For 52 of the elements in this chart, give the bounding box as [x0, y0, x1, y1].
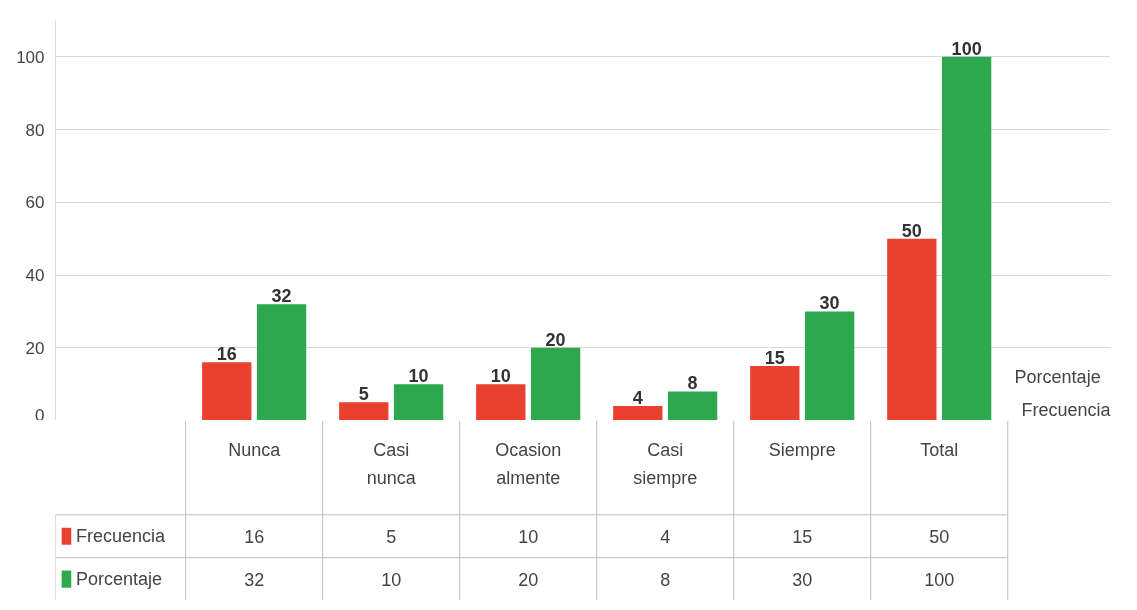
y-tick-label: 40 — [25, 266, 45, 286]
bar — [530, 347, 581, 420]
text: Frecuencia — [1021, 399, 1112, 420]
bar — [804, 311, 855, 420]
text: 30 — [792, 569, 813, 590]
legend-label: Porcentaje — [76, 569, 163, 590]
text: 50 — [929, 526, 950, 547]
x-tick-label: Total — [920, 439, 959, 460]
bar — [941, 56, 992, 420]
data-label: 4 — [632, 387, 643, 408]
y-tick-label: 60 — [25, 193, 45, 213]
bar — [202, 362, 252, 420]
text: 20 — [518, 569, 539, 590]
text: 8 — [660, 569, 671, 590]
x-tick-label: Casi nunca — [366, 439, 417, 488]
bar — [393, 384, 444, 420]
x-tick-label: Siempre — [768, 439, 836, 460]
bar — [613, 405, 663, 420]
bar — [476, 384, 526, 420]
data-label: 20 — [545, 329, 566, 350]
data-label: 5 — [358, 384, 369, 405]
y-tick-label: 20 — [25, 338, 45, 358]
text: 32 — [244, 569, 265, 590]
text: 5 — [386, 526, 397, 547]
legend-label: Frecuencia — [76, 526, 167, 547]
text: 100 — [924, 569, 955, 590]
data-label: 8 — [687, 373, 698, 394]
data-label: 100 — [951, 38, 982, 59]
y-tick-label: 80 — [25, 120, 45, 140]
bar — [667, 391, 718, 420]
data-label: 10 — [408, 366, 429, 387]
data-label: 50 — [901, 220, 922, 241]
x-tick-label: Casi siempre — [633, 439, 698, 488]
x-tick-label: Nunca — [228, 439, 282, 460]
y-tick-label: 0 — [35, 405, 45, 425]
data-label: 30 — [819, 293, 840, 314]
y-tick-label: 100 — [16, 47, 45, 67]
data-label: 16 — [216, 344, 237, 365]
data-label: 32 — [271, 286, 292, 307]
text: Porcentaje — [1014, 366, 1101, 387]
bar — [339, 402, 389, 420]
x-tick-label: Ocasion almente — [495, 439, 562, 488]
text: 15 — [792, 526, 813, 547]
bar — [750, 365, 800, 420]
data-label: 15 — [764, 347, 785, 368]
bar — [887, 238, 937, 420]
text: 4 — [660, 526, 671, 547]
text: 10 — [518, 526, 539, 547]
data-label: 10 — [490, 366, 511, 387]
bar — [256, 304, 307, 420]
text: 16 — [244, 526, 265, 547]
text: 10 — [381, 569, 402, 590]
